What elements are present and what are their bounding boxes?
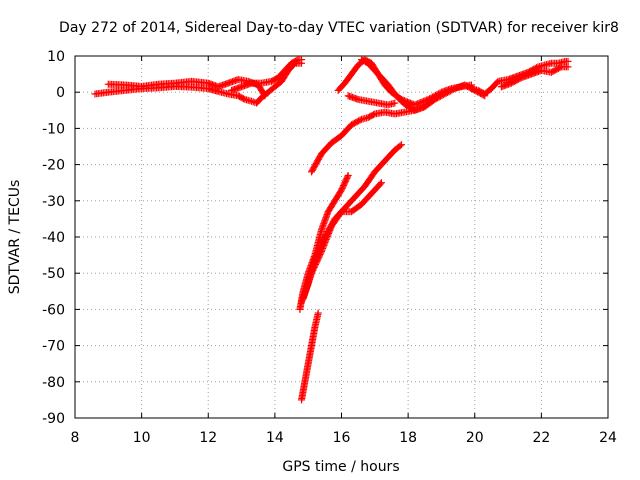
data-point-track-l <box>377 179 385 187</box>
y-tick-label: -80 <box>42 375 65 391</box>
data-point-track-f <box>399 96 407 104</box>
x-tick-label: 8 <box>71 430 80 446</box>
data-point-track-f <box>405 98 413 106</box>
data-point-track-m <box>314 309 322 317</box>
data-point-track-f <box>424 95 432 103</box>
y-tick-label: -10 <box>42 121 65 137</box>
y-tick-label: -70 <box>42 339 65 355</box>
data-point-track-f <box>432 91 440 99</box>
data-point-track-f <box>412 100 420 108</box>
data-point-track-g <box>391 99 399 107</box>
data-point-track-f <box>434 90 442 98</box>
x-tick-label: 18 <box>399 430 417 446</box>
data-point-track-j <box>344 171 352 179</box>
grid <box>75 56 608 418</box>
data-point-track-b <box>261 92 269 100</box>
data-point-track-f <box>430 92 438 100</box>
data-point-track-f <box>414 100 422 108</box>
data-point-track-f <box>400 97 408 105</box>
chart-title: Day 272 of 2014, Sidereal Day-to-day VTE… <box>59 20 619 36</box>
data-point-track-i <box>564 63 572 71</box>
data-point-track-f <box>426 95 434 103</box>
data-point-track-f <box>418 98 426 106</box>
y-tick-labels: 10 0 -10 -20 -30 -40 -50 -60 -70 -80 -90 <box>42 49 65 427</box>
x-tick-labels: 8 10 12 14 16 18 20 22 24 <box>71 430 617 446</box>
y-tick-label: -60 <box>42 302 65 318</box>
data-point-track-f <box>421 97 429 105</box>
data-point-track-i <box>556 64 564 72</box>
data-point-track-f <box>403 98 411 106</box>
data-point-track-j <box>343 173 351 181</box>
x-tick-label: 24 <box>599 430 617 446</box>
data-point-track-f <box>427 94 435 102</box>
data-point-track-l <box>317 249 325 257</box>
y-tick-label: 0 <box>56 85 65 101</box>
x-tick-label: 20 <box>466 430 484 446</box>
data-point-track-f <box>406 99 414 107</box>
y-tick-label: -20 <box>42 158 65 174</box>
y-axis-label: SDTVAR / TECUs <box>7 180 23 295</box>
data-point-track-d <box>356 116 364 124</box>
y-tick-label: 10 <box>47 49 65 65</box>
data-point-track-f <box>415 99 423 107</box>
data-point-track-k <box>397 141 405 149</box>
data-point-track-f <box>397 95 405 103</box>
data-point-track-f <box>408 100 416 108</box>
data-points <box>91 56 572 404</box>
y-tick-label: -40 <box>42 230 65 246</box>
data-point-track-f <box>417 98 425 106</box>
data-point-track-k <box>396 142 404 150</box>
data-point-track-a <box>240 95 248 103</box>
y-tick-label: -90 <box>42 411 65 427</box>
data-point-track-f <box>423 96 431 104</box>
x-tick-label: 12 <box>199 430 217 446</box>
x-axis-label: GPS time / hours <box>282 459 399 475</box>
x-tick-label: 16 <box>333 430 351 446</box>
x-tick-label: 10 <box>133 430 151 446</box>
data-point-track-b <box>260 90 268 98</box>
y-tick-label: -50 <box>42 266 65 282</box>
data-point-track-f <box>411 101 419 109</box>
x-tick-label: 14 <box>266 430 284 446</box>
x-tick-label: 22 <box>532 430 550 446</box>
data-point-track-f <box>433 91 441 99</box>
data-point-track-l <box>376 180 384 188</box>
plot-frame <box>74 55 609 419</box>
data-point-track-c <box>298 56 306 64</box>
data-point-track-d <box>369 111 377 119</box>
y-tick-label: -30 <box>42 194 65 210</box>
data-point-track-c <box>293 56 301 64</box>
data-point-track-f <box>420 97 428 105</box>
data-point-track-f <box>429 93 437 101</box>
data-point-track-a <box>248 97 256 105</box>
data-point-track-f <box>402 97 410 105</box>
